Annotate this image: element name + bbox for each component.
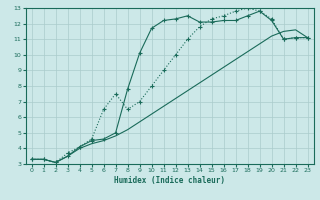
X-axis label: Humidex (Indice chaleur): Humidex (Indice chaleur) <box>114 176 225 185</box>
